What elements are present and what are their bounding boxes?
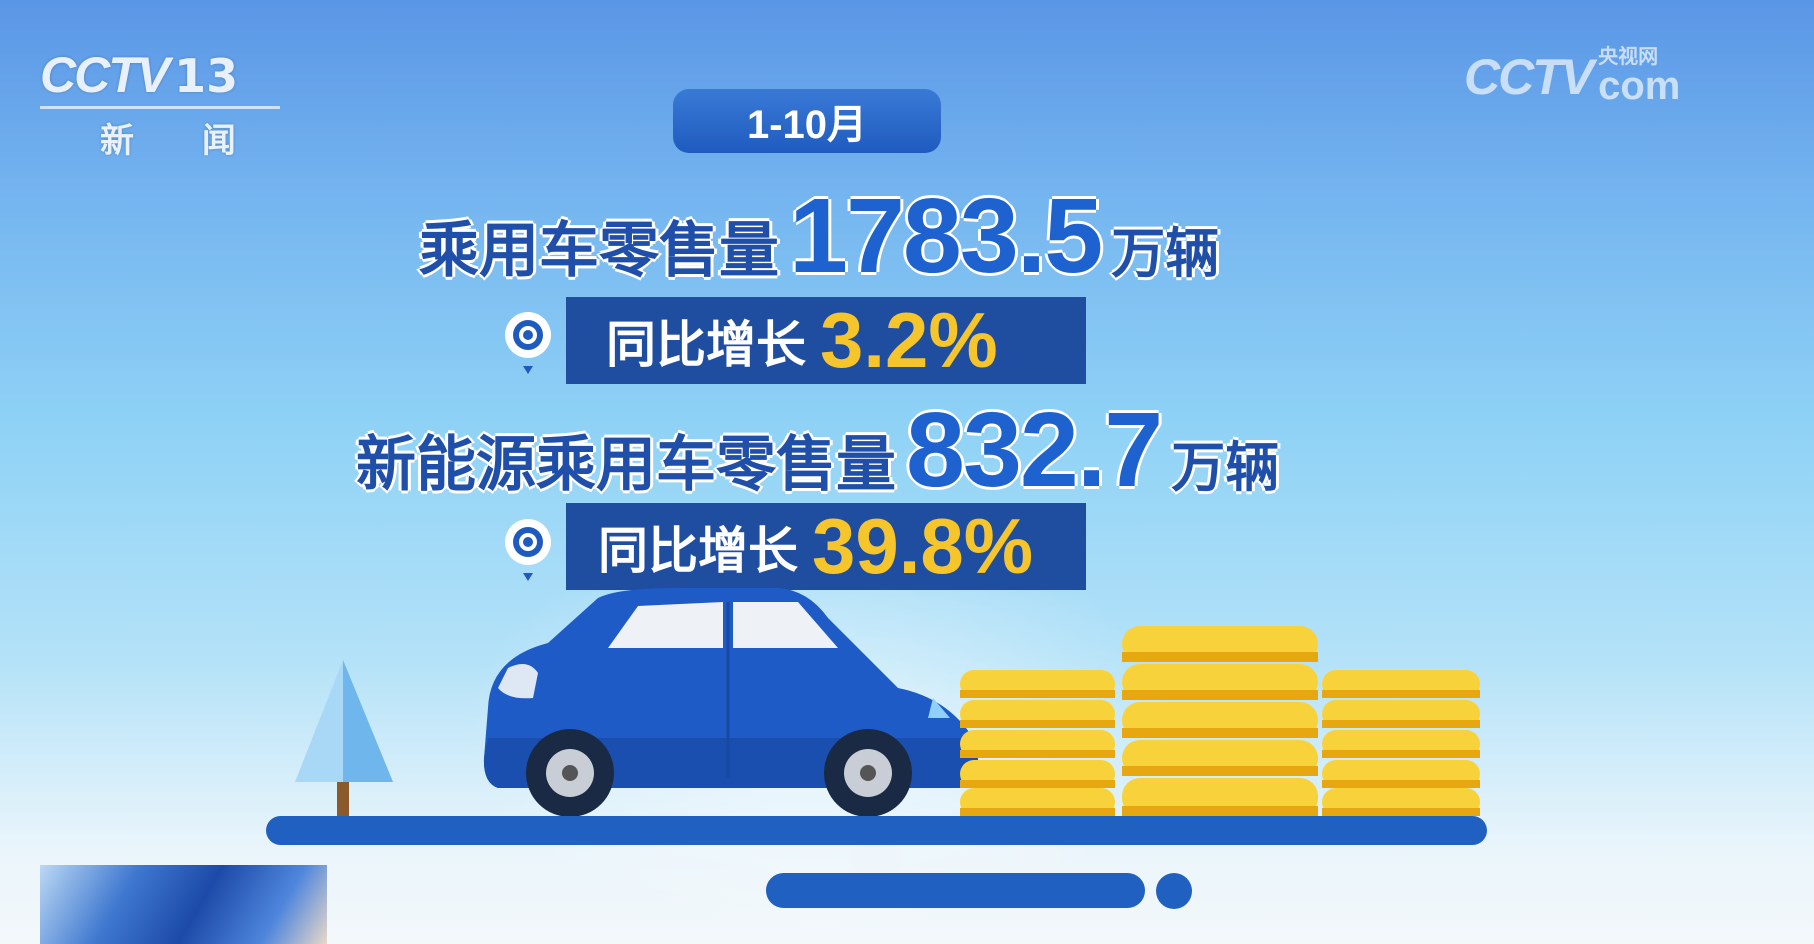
coin-stack-left <box>960 670 1115 816</box>
road-decoration <box>850 845 902 873</box>
growth-value: 3.2% <box>820 296 998 384</box>
stat-label: 新能源乘用车零售量 <box>355 430 897 500</box>
coin-stack-right <box>1322 670 1480 816</box>
coin-stack-icon <box>960 626 1480 816</box>
tree-icon <box>295 660 393 820</box>
stat-label: 乘用车零售量 <box>418 216 780 286</box>
cctv-com-watermark: CCTV 央视网 com <box>1464 46 1680 106</box>
stat-unit: 万辆 <box>1171 436 1280 499</box>
watermark-sub: 央视网 <box>1598 44 1659 68</box>
location-pin-icon <box>505 519 551 581</box>
logo-brand: CCTV <box>40 47 170 103</box>
watermark-domain: com <box>1598 64 1681 108</box>
period-badge: 1-10月 <box>673 89 941 153</box>
wheel <box>824 729 912 817</box>
stat-unit: 万辆 <box>1111 222 1220 285</box>
lower-bar <box>766 873 1145 908</box>
growth-label: 同比增长 <box>598 521 798 580</box>
location-pin-icon <box>505 312 551 374</box>
logo-channel-name: 新 闻 <box>100 121 264 161</box>
stat-value: 1783.5 <box>789 177 1103 295</box>
road-decoration <box>1012 845 1060 873</box>
logo-channel: 13 <box>174 49 239 103</box>
stat-passenger-retail: 乘用车零售量 1783.5 万辆 <box>418 177 1220 295</box>
growth-label: 同比增长 <box>606 315 806 374</box>
news-thumbnail <box>40 865 327 944</box>
growth-box-passenger: 同比增长 3.2% <box>566 296 1086 384</box>
stat-value: 832.7 <box>906 391 1163 509</box>
coin-stack-middle <box>1122 626 1318 816</box>
car-icon <box>483 588 978 817</box>
growth-value: 39.8% <box>812 502 1034 590</box>
growth-box-nev: 同比增长 39.8% <box>566 502 1086 590</box>
watermark-brand: CCTV <box>1464 49 1594 105</box>
stat-nev-retail: 新能源乘用车零售量 832.7 万辆 <box>355 391 1280 509</box>
lower-dot <box>1156 873 1192 909</box>
cctv13-logo: CCTV 13 新 闻 <box>40 46 285 161</box>
road-bar <box>266 816 1487 845</box>
logo-divider <box>40 106 280 109</box>
wheel <box>526 729 614 817</box>
